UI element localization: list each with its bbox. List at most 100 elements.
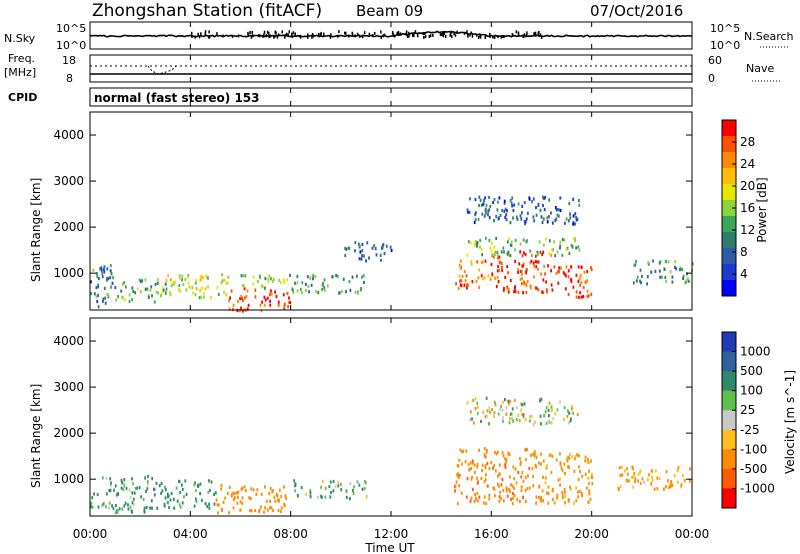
data-cell: [471, 487, 474, 491]
data-cell: [99, 267, 101, 271]
data-cell: [576, 453, 578, 457]
data-cell: [547, 492, 550, 496]
data-cell: [561, 469, 564, 473]
data-cell: [317, 291, 320, 295]
data-cell: [526, 280, 529, 284]
data-cell: [489, 277, 492, 281]
data-cell: [361, 275, 363, 279]
noise-dot: [405, 32, 407, 36]
data-cell: [204, 502, 207, 506]
data-cell: [272, 489, 274, 493]
data-cell: [587, 458, 589, 462]
data-cell: [491, 272, 494, 276]
data-cell: [240, 296, 243, 300]
noise-dot: [198, 35, 201, 39]
noise-dot: [414, 30, 417, 34]
data-cell: [240, 487, 243, 491]
data-cell: [667, 479, 669, 483]
data-cell: [551, 497, 554, 501]
data-cell: [524, 222, 526, 226]
data-cell: [529, 261, 532, 265]
data-cell: [664, 275, 667, 280]
data-cell: [178, 288, 180, 292]
data-cell: [559, 400, 561, 404]
velocity-colorbar-tick-label: 500: [740, 364, 763, 378]
data-cell: [656, 476, 659, 480]
noise-dot: [247, 33, 250, 37]
data-cell: [511, 407, 514, 411]
data-cell: [509, 253, 512, 258]
data-cell: [466, 253, 469, 257]
velocity-ytick-label: 3000: [53, 380, 84, 394]
noise-dot: [422, 31, 425, 35]
data-cell: [639, 470, 642, 474]
velocity-colorbar-label-text: Velocity [m s^-1]: [783, 370, 797, 474]
data-cell: [500, 483, 503, 487]
data-cell: [332, 479, 335, 483]
data-cell: [479, 238, 482, 242]
data-cell: [481, 212, 484, 216]
data-cell: [533, 264, 535, 268]
data-cell: [549, 453, 552, 457]
data-cell: [586, 279, 589, 283]
data-cell: [149, 506, 151, 510]
data-cell: [207, 490, 210, 494]
data-cell: [558, 270, 560, 274]
data-cell: [686, 272, 688, 276]
data-cell: [537, 288, 540, 292]
data-cell: [577, 477, 580, 481]
data-cell: [524, 475, 527, 479]
data-cell: [277, 508, 280, 512]
data-cell: [270, 289, 272, 293]
data-cell: [525, 270, 527, 274]
data-cell: [120, 486, 123, 490]
noise-dot: [266, 30, 269, 34]
noise-dot: [368, 32, 371, 36]
time-x-axis: 00:00 04:00 08:00 12:00 16:00 20:00 00:00: [73, 22, 709, 541]
data-cell: [465, 495, 468, 499]
data-cell: [501, 478, 504, 482]
noise-dot: [526, 31, 528, 35]
data-cell: [389, 245, 392, 249]
data-cell: [474, 198, 477, 202]
data-cell: [523, 280, 525, 284]
data-cell: [556, 496, 559, 500]
data-cell: [499, 261, 501, 265]
data-cell: [208, 502, 210, 506]
data-cell: [548, 251, 551, 255]
data-cell: [95, 272, 98, 276]
data-cell: [465, 449, 468, 453]
data-cell: [200, 277, 203, 281]
data-cell: [161, 286, 164, 290]
data-cell: [545, 466, 548, 470]
data-cell: [590, 292, 593, 296]
data-cell: [584, 459, 587, 463]
data-cell: [381, 246, 384, 250]
data-cell: [483, 480, 486, 484]
data-cell: [663, 487, 665, 491]
data-cell: [497, 450, 499, 454]
noise-dot: [392, 31, 394, 35]
noise-dot: [469, 33, 471, 37]
data-cell: [581, 474, 584, 478]
data-cell: [221, 273, 223, 277]
power-colorbar-tick-label: 16: [740, 201, 755, 215]
data-cell: [578, 465, 580, 469]
data-cell: [548, 198, 551, 202]
data-cell: [375, 253, 378, 257]
data-cell: [132, 289, 135, 293]
data-cell: [477, 276, 480, 280]
data-cell: [586, 289, 589, 293]
data-cell: [521, 254, 524, 258]
data-cell: [220, 507, 223, 511]
data-cell: [537, 461, 540, 465]
data-cell: [502, 499, 505, 503]
data-cell: [524, 253, 527, 257]
data-cell: [358, 257, 361, 261]
data-cell: [569, 212, 571, 216]
data-cell: [551, 454, 554, 458]
data-cell: [144, 476, 147, 480]
data-cell: [588, 492, 591, 496]
data-cell: [667, 260, 670, 264]
data-cell: [579, 283, 582, 287]
